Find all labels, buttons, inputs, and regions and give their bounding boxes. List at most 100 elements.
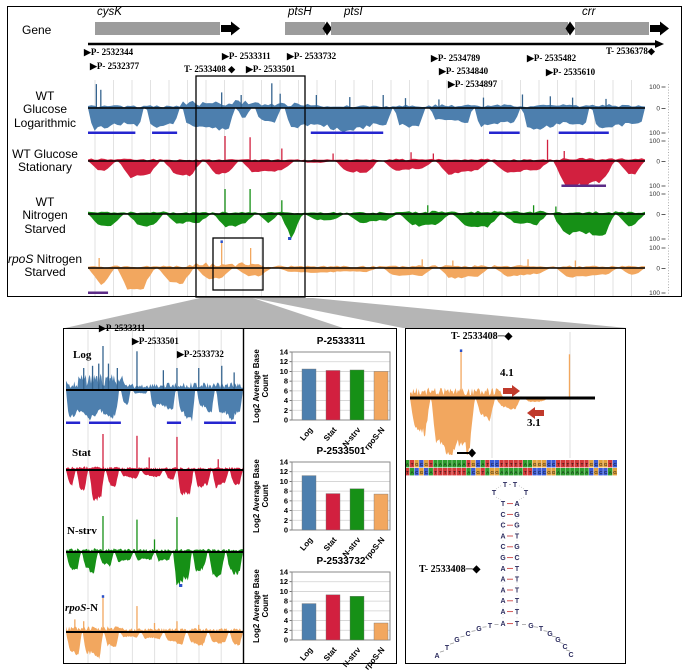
gene-bar-cysK: [95, 22, 220, 35]
site-label: ▶P- 2534840: [439, 66, 489, 76]
site-label: ▶P-2533501: [132, 336, 179, 346]
bar-rpoS-N: [373, 622, 389, 641]
svg-text:C: C: [613, 462, 617, 467]
svg-text:C: C: [543, 470, 547, 475]
svg-text:A: A: [500, 470, 503, 475]
svg-text:A: A: [481, 462, 484, 467]
svg-text:T: T: [515, 462, 518, 467]
x-tick-label: N-strv: [341, 645, 363, 669]
zoom-track-label-nstrv: N-strv: [67, 525, 97, 537]
y-tick-label: 2: [284, 406, 288, 415]
track-label-rpos-nstarved: rpoS Nitrogen Starved: [4, 252, 86, 280]
coverage-track-zoom-3: [66, 595, 243, 659]
svg-text:G: G: [420, 470, 424, 475]
structure-base: G: [528, 623, 534, 630]
svg-text:T: T: [505, 462, 508, 467]
structure-base: T: [513, 482, 518, 489]
y-tick-label: 6: [284, 606, 288, 615]
structure-base: A: [434, 653, 439, 660]
track-label-wt-stat: WT Glucose Stationary: [12, 147, 78, 175]
y-axis-title: Count: [261, 594, 270, 617]
svg-text:T: T: [585, 462, 588, 467]
svg-text:C: C: [495, 462, 499, 467]
structure-base: A: [500, 598, 505, 605]
x-tick-label: Stat: [322, 645, 339, 663]
svg-text:T: T: [411, 462, 414, 467]
y-tick-label: 2: [284, 516, 288, 525]
y-tick-label: 4: [284, 616, 289, 625]
bar-Stat: [325, 594, 341, 641]
svg-text:C: C: [604, 470, 608, 475]
site-label: ▶P- 2532344: [84, 47, 134, 57]
read-arrow-right-icon: [503, 385, 520, 397]
site-label: ▶P- 2535482: [527, 53, 577, 63]
coverage-track-main-0: [88, 83, 645, 134]
y-tick-label: 14: [280, 458, 289, 467]
svg-text:C: C: [547, 462, 551, 467]
structure-base: G: [547, 631, 553, 638]
site-label: ▶P- 2535610: [546, 67, 596, 77]
svg-text:T: T: [458, 470, 461, 475]
structure-base: C: [500, 523, 505, 530]
svg-text:C: C: [491, 462, 495, 467]
zoom-funnel: [65, 298, 343, 328]
x-tick-label: Stat: [322, 425, 339, 443]
svg-text:T: T: [453, 470, 456, 475]
zoom-funnel: [253, 298, 627, 328]
svg-text:G: G: [415, 462, 419, 467]
svg-text:G: G: [472, 462, 476, 467]
svg-text:T: T: [609, 462, 612, 467]
svg-text:C: C: [595, 462, 599, 467]
bar-N-strv: [349, 596, 365, 641]
y-axis-title: Log2 Average Base: [252, 569, 261, 643]
gene-name-ptsH: ptsH: [288, 6, 312, 18]
site-label: ▶P-2533732: [177, 349, 224, 359]
axis-tick-label: 100: [649, 183, 660, 190]
site-label: T- 2533408 ◆: [184, 64, 236, 74]
svg-text:T: T: [510, 462, 513, 467]
bar-Stat: [325, 370, 341, 421]
svg-text:T: T: [500, 462, 503, 467]
coverage-track-main-3: [88, 240, 645, 294]
structure-base: T: [515, 587, 520, 594]
coverage-track-terminator: [410, 349, 595, 455]
rpos-n-rest: -N: [86, 602, 99, 614]
svg-text:C: C: [538, 470, 542, 475]
highlight-box: [195, 75, 306, 298]
svg-text:A: A: [467, 470, 470, 475]
svg-text:G: G: [547, 470, 551, 475]
svg-text:T: T: [444, 470, 447, 475]
x-tick-label: Log: [298, 645, 314, 662]
svg-text:T: T: [519, 462, 522, 467]
svg-text:T: T: [430, 462, 433, 467]
svg-text:T: T: [439, 470, 442, 475]
structure-base: G: [476, 626, 482, 633]
zoom-track-label-log: Log: [73, 349, 92, 361]
svg-text:A: A: [458, 462, 461, 467]
chart-title: P-2533311: [317, 336, 366, 347]
y-tick-label: 6: [284, 496, 288, 505]
y-tick-label: 8: [284, 377, 288, 386]
svg-text:A: A: [411, 470, 414, 475]
bar-N-strv: [349, 488, 365, 531]
x-tick-label: rpoS-N: [362, 535, 386, 561]
read-arrow-left-icon: [527, 407, 544, 419]
svg-text:T: T: [486, 462, 489, 467]
svg-text:C: C: [599, 470, 603, 475]
svg-text:G: G: [604, 462, 608, 467]
gene-bar-ptsH: [285, 22, 325, 35]
y-axis-title: Count: [261, 374, 270, 397]
rpos-n-italic: rpoS: [65, 602, 87, 614]
structure-base: T: [488, 623, 493, 630]
site-label: ▶P- 2532377: [90, 61, 140, 71]
gene-row-label: Gene: [22, 23, 52, 37]
site-label: ▶P- 2533732: [287, 51, 337, 61]
x-tick-label: rpoS-N: [362, 645, 386, 671]
coverage-track-main-1: [88, 136, 645, 187]
y-tick-label: 12: [280, 577, 288, 586]
gene-name-crr: crr: [582, 6, 596, 18]
svg-text:A: A: [439, 462, 442, 467]
gene-arrow-icon: [650, 21, 669, 36]
structure-base: T: [501, 501, 506, 508]
svg-text:G: G: [594, 470, 598, 475]
